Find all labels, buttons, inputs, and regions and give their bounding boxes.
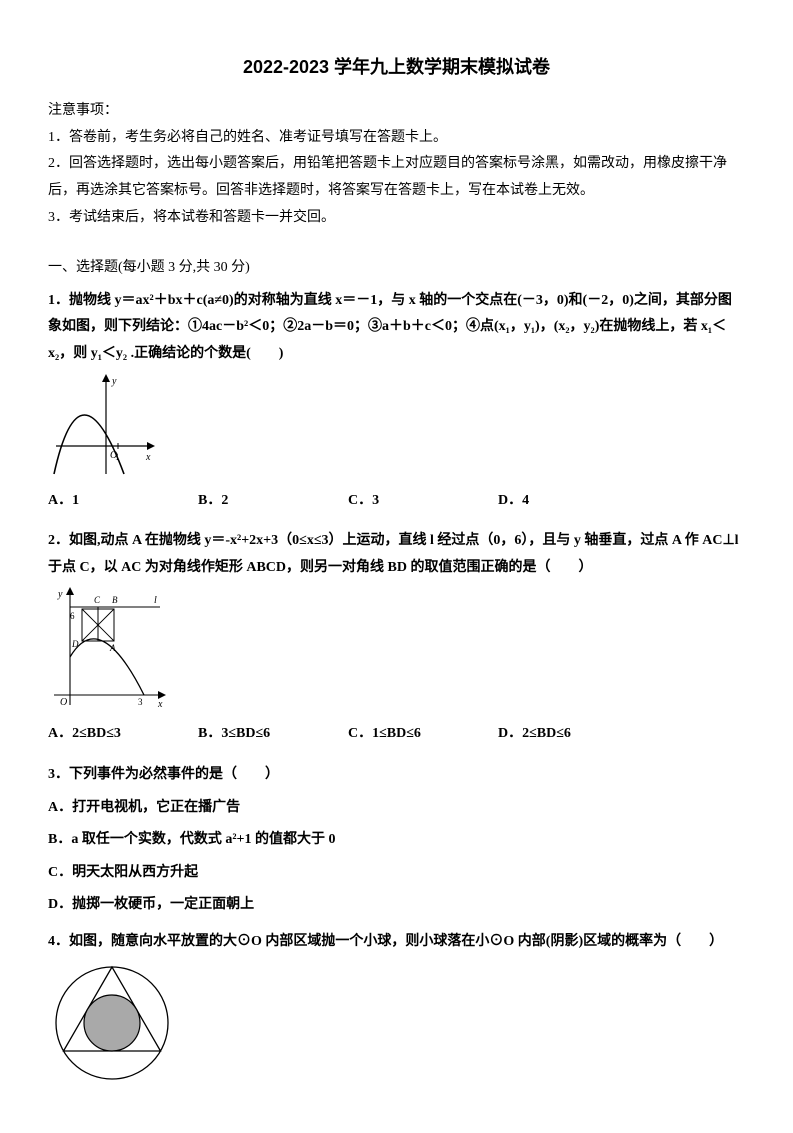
q3-option-b: B．a 取任一个实数，代数式 a²+1 的值都大于 0 — [48, 827, 745, 854]
q1-option-c: C．3 — [348, 488, 498, 515]
svg-text:6: 6 — [70, 611, 75, 621]
svg-text:y: y — [111, 376, 117, 387]
instructions-header: 注意事项： — [48, 98, 745, 125]
question-2: 2．如图,动点 A 在抛物线 y＝-x²+2x+3（0≤x≤3）上运动，直线 l… — [48, 528, 745, 748]
question-4: 4．如图，随意向水平放置的大⊙O 内部区域抛一个小球，则小球落在小⊙O 内部(阴… — [48, 929, 745, 1084]
question-2-options: A．2≤BD≤3 B．3≤BD≤6 C．1≤BD≤6 D．2≤BD≤6 — [48, 721, 745, 748]
svg-text:3: 3 — [138, 697, 143, 707]
instruction-line-1: 1．答卷前，考生务必将自己的姓名、准考证号填写在答题卡上。 — [48, 125, 745, 152]
svg-text:1: 1 — [115, 452, 120, 462]
svg-text:D: D — [71, 639, 79, 649]
question-4-figure — [48, 961, 745, 1083]
q1-option-d: D．4 — [498, 488, 648, 515]
section-1-heading: 一、选择题(每小题 3 分,共 30 分) — [48, 255, 745, 282]
svg-text:x: x — [145, 452, 151, 463]
q1-option-a: A．1 — [48, 488, 198, 515]
q3-option-d: D．抛掷一枚硬币，一定正面朝上 — [48, 892, 745, 919]
q3-option-c: C．明天太阳从西方升起 — [48, 860, 745, 887]
instruction-line-3: 3．考试结束后，将本试卷和答题卡一并交回。 — [48, 205, 745, 232]
question-1-text: 1．抛物线 y＝ax²＋bx＋c(a≠0)的对称轴为直线 x＝－1，与 x 轴的… — [48, 288, 745, 368]
question-4-text: 4．如图，随意向水平放置的大⊙O 内部区域抛一个小球，则小球落在小⊙O 内部(阴… — [48, 929, 745, 956]
q2-option-c: C．1≤BD≤6 — [348, 721, 498, 748]
question-1-figure: O x y 1 — [48, 374, 745, 478]
q2-option-d: D．2≤BD≤6 — [498, 721, 648, 748]
instructions-block: 注意事项： 1．答卷前，考生务必将自己的姓名、准考证号填写在答题卡上。 2．回答… — [48, 98, 745, 231]
q1-option-b: B．2 — [198, 488, 348, 515]
svg-text:l: l — [154, 595, 157, 606]
q3-option-a: A．打开电视机，它正在播广告 — [48, 795, 745, 822]
question-2-text: 2．如图,动点 A 在抛物线 y＝-x²+2x+3（0≤x≤3）上运动，直线 l… — [48, 528, 745, 581]
instruction-line-2: 2．回答选择题时，选出每小题答案后，用铅笔把答题卡上对应题目的答案标号涂黑，如需… — [48, 151, 745, 204]
question-3: 3．下列事件为必然事件的是（ ） A．打开电视机，它正在播广告 B．a 取任一个… — [48, 762, 745, 919]
svg-text:y: y — [57, 589, 63, 600]
svg-text:C: C — [94, 595, 101, 605]
svg-text:A: A — [109, 643, 116, 653]
question-2-figure: y x O l C B D A 6 3 — [48, 587, 745, 711]
svg-text:O: O — [60, 697, 67, 708]
q2-option-a: A．2≤BD≤3 — [48, 721, 198, 748]
q2-option-b: B．3≤BD≤6 — [198, 721, 348, 748]
question-1-options: A．1 B．2 C．3 D．4 — [48, 488, 745, 515]
svg-text:x: x — [157, 699, 163, 710]
question-3-text: 3．下列事件为必然事件的是（ ） — [48, 762, 745, 789]
svg-text:B: B — [112, 595, 118, 605]
exam-title: 2022-2023 学年九上数学期末模拟试卷 — [48, 50, 745, 84]
question-1: 1．抛物线 y＝ax²＋bx＋c(a≠0)的对称轴为直线 x＝－1，与 x 轴的… — [48, 288, 745, 514]
